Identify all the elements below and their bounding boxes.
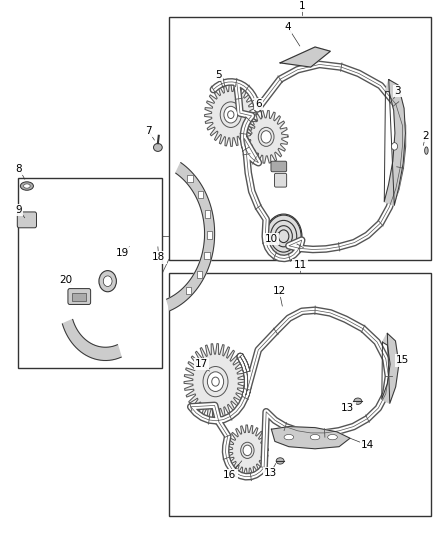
Text: 14: 14 [361, 440, 374, 450]
FancyBboxPatch shape [207, 231, 212, 239]
Ellipse shape [284, 434, 293, 440]
FancyBboxPatch shape [17, 212, 36, 228]
FancyBboxPatch shape [271, 161, 287, 172]
Text: 19: 19 [116, 248, 129, 258]
Circle shape [228, 111, 234, 118]
Ellipse shape [425, 147, 428, 155]
Polygon shape [62, 319, 121, 360]
Text: 18: 18 [152, 253, 166, 262]
Circle shape [243, 445, 252, 456]
Text: 4: 4 [285, 22, 291, 33]
Circle shape [212, 377, 219, 386]
Text: 9: 9 [16, 205, 22, 215]
FancyBboxPatch shape [197, 271, 202, 278]
Text: 15: 15 [396, 356, 409, 366]
FancyBboxPatch shape [18, 178, 162, 368]
Text: 3: 3 [394, 86, 400, 96]
Ellipse shape [20, 182, 33, 190]
Ellipse shape [276, 458, 284, 464]
FancyBboxPatch shape [205, 211, 210, 218]
Polygon shape [205, 83, 257, 147]
Text: 11: 11 [293, 260, 307, 270]
Text: 20: 20 [59, 274, 72, 285]
FancyBboxPatch shape [72, 293, 86, 301]
Text: 5: 5 [215, 70, 222, 80]
Circle shape [224, 107, 238, 123]
Ellipse shape [354, 398, 362, 405]
Circle shape [207, 372, 224, 391]
FancyBboxPatch shape [68, 288, 91, 304]
Ellipse shape [24, 184, 30, 188]
Polygon shape [272, 426, 350, 449]
Polygon shape [167, 163, 215, 311]
Polygon shape [382, 333, 399, 403]
Ellipse shape [310, 434, 320, 440]
Text: 2: 2 [422, 131, 429, 141]
Polygon shape [184, 344, 247, 419]
Text: 7: 7 [145, 126, 152, 135]
Text: 13: 13 [341, 403, 354, 413]
FancyBboxPatch shape [204, 252, 209, 260]
Polygon shape [280, 47, 330, 67]
Circle shape [103, 276, 112, 286]
Polygon shape [226, 425, 268, 476]
Text: 17: 17 [195, 359, 208, 369]
Circle shape [99, 271, 117, 292]
FancyBboxPatch shape [186, 287, 191, 294]
Text: 16: 16 [223, 470, 237, 480]
Polygon shape [244, 110, 288, 163]
FancyBboxPatch shape [187, 175, 193, 182]
Text: 10: 10 [265, 234, 278, 244]
Text: 1: 1 [299, 1, 305, 11]
FancyBboxPatch shape [169, 17, 431, 260]
Ellipse shape [153, 143, 162, 151]
Ellipse shape [328, 434, 337, 440]
FancyBboxPatch shape [198, 191, 203, 198]
FancyBboxPatch shape [275, 173, 287, 187]
FancyBboxPatch shape [169, 273, 431, 516]
Text: 6: 6 [255, 99, 261, 109]
Circle shape [265, 214, 302, 259]
Circle shape [392, 143, 398, 150]
Polygon shape [384, 79, 406, 205]
Circle shape [261, 131, 271, 143]
Text: 8: 8 [16, 164, 22, 174]
Text: 12: 12 [272, 286, 286, 296]
Text: 13: 13 [264, 468, 277, 478]
